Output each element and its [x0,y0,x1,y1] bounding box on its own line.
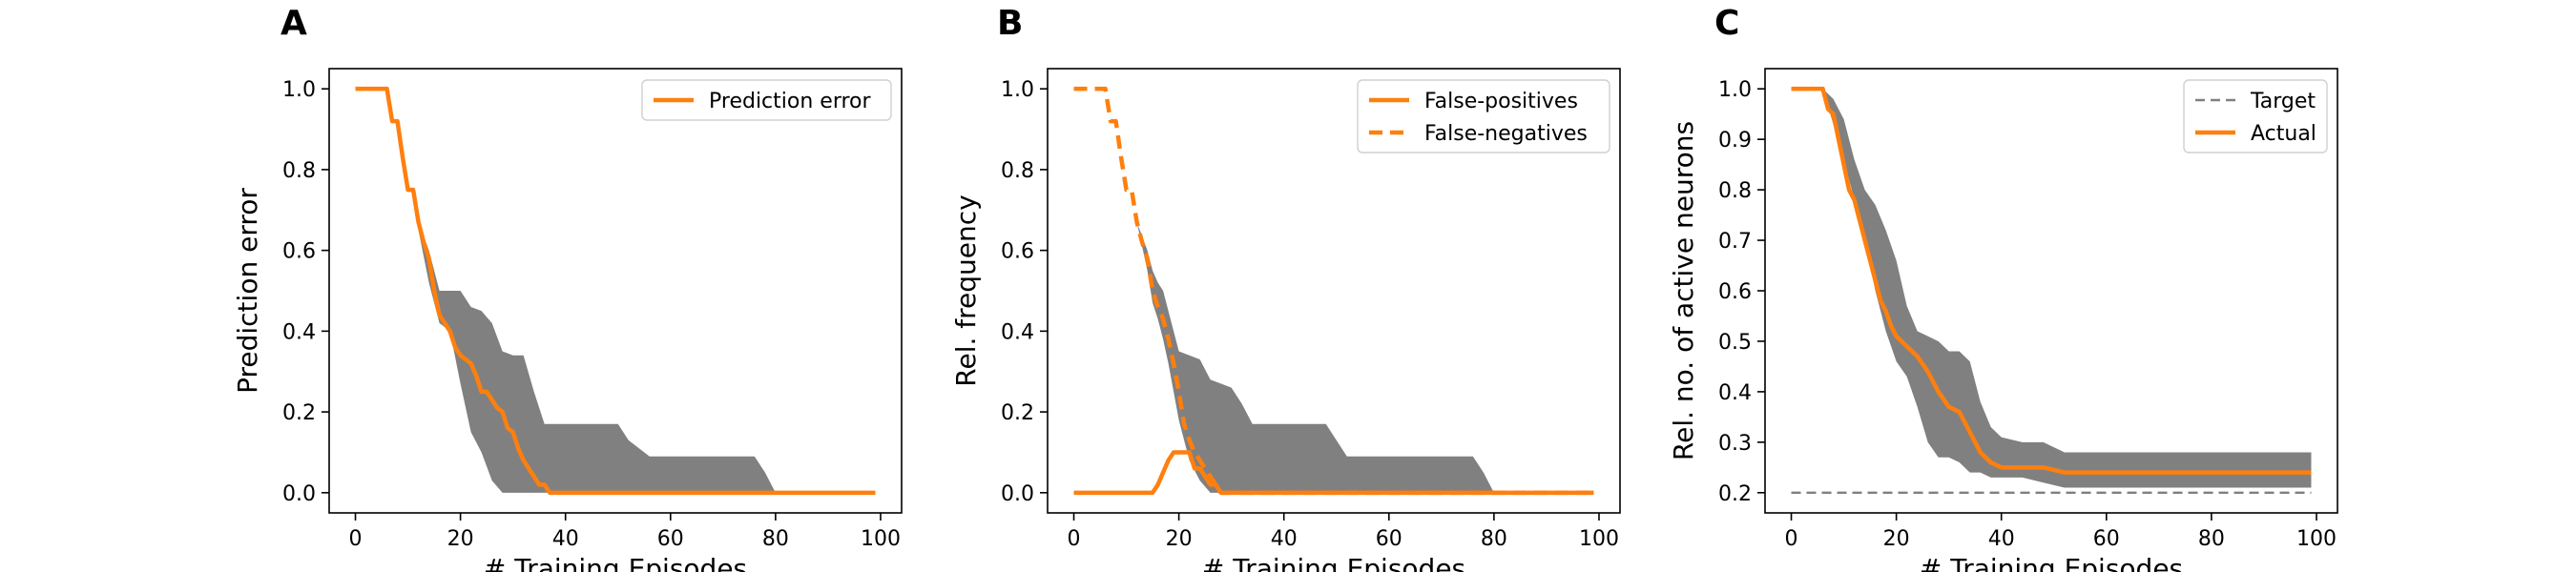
legend-box [641,79,892,121]
legend-label-prediction-error: Prediction error [709,90,871,113]
plot-frame [328,68,903,514]
panel-letter-a: A [280,4,307,43]
y-tick-label: 1.0 [1001,78,1034,102]
y-tick-label: 0.4 [1001,320,1034,344]
x-tick-label: 20 [1883,527,1910,551]
legend: Target Actual [2183,79,2328,153]
legend-label-false-negatives: False-negatives [1424,122,1588,146]
confidence-band-layer [1822,89,2312,488]
x-tick-label: 20 [447,527,474,551]
y-tick-label: 0.6 [282,240,316,264]
legend-box [1357,79,1610,153]
y-axis-label: Rel. no. of active neurons [1668,121,1699,460]
y-tick-label: 0.8 [282,159,316,183]
panel-letter-c: C [1714,4,1739,43]
series-line-actual [1791,86,2312,475]
tick-layer: 0 20 40 60 80 100 0.0 0.2 0.4 0.6 0.8 1.0 [282,78,901,551]
x-tick-label: 0 [1068,527,1081,551]
x-tick-label: 60 [657,527,684,551]
confidence-band-layer [1136,221,1594,493]
x-axis-label: # Training Episodes [1202,553,1465,572]
y-tick-label: 0.2 [282,401,316,425]
y-tick-label: 1.0 [282,78,316,102]
y-tick-label: 0.2 [1001,401,1034,425]
tick-layer: 0 20 40 60 80 100 0.0 0.2 0.4 0.6 0.8 1.0 [1001,78,1619,551]
x-tick-label: 100 [1579,527,1619,551]
y-tick-label: 0.6 [1718,280,1752,304]
series-line-layer [355,86,876,496]
x-tick-label: 40 [552,527,579,551]
x-tick-label: 60 [1376,527,1402,551]
series-line-layer [1073,86,1594,496]
series-line-false-negatives [1073,86,1594,496]
y-tick-label: 0.6 [1001,240,1034,264]
legend: Prediction error [641,79,892,121]
confidence-band-layer [418,221,876,493]
y-tick-label: 1.0 [1718,78,1752,102]
y-tick-label: 0.4 [282,320,316,344]
panel-c: 0 20 40 60 80 1000.20.30.40.50.60.70.80.91.0 … [1668,68,2338,572]
x-tick-label: 20 [1166,527,1193,551]
x-tick-label: 40 [1988,527,2015,551]
x-tick-label: 100 [2296,527,2337,551]
legend-label-target: Target [2250,90,2316,113]
panel-b: 0 20 40 60 80 100 0.0 0.2 0.4 0.6 0.8 1.0 Rel. freq… [950,68,1621,572]
y-tick-label: 0.7 [1718,230,1752,254]
x-tick-label: 80 [762,527,789,551]
y-tick-label: 0.8 [1001,159,1034,183]
y-tick-label: 0.3 [1718,432,1752,456]
y-tick-label: 0.0 [1001,482,1034,506]
y-tick-label: 0.5 [1718,331,1752,355]
y-tick-label: 0.9 [1718,129,1752,153]
x-axis-label: # Training Episodes [484,553,747,572]
series-line-layer [1791,86,2312,495]
y-axis-label: Prediction error [232,188,263,394]
x-tick-label: 0 [349,527,363,551]
plot-frame [1047,68,1621,514]
legend-label-false-positives: False-positives [1424,90,1578,113]
confidence-band [1136,221,1594,493]
panel-a: 0 20 40 60 80 100 0.0 0.2 0.4 0.6 0.8 1.0 Predictio… [232,68,903,572]
panel-letter-b: B [997,4,1023,43]
x-tick-label: 80 [1481,527,1507,551]
series-line-prediction-error [355,86,876,496]
confidence-band [418,221,876,493]
legend: False-positives False-negatives [1357,79,1610,153]
series-line-false-positives [1073,450,1594,496]
x-tick-label: 40 [1271,527,1298,551]
y-tick-label: 0.2 [1718,482,1752,506]
x-axis-label: # Training Episodes [1920,553,2183,572]
y-tick-label: 0.0 [282,482,316,506]
legend-label-actual: Actual [2251,122,2316,146]
x-tick-label: 100 [861,527,901,551]
x-tick-label: 60 [2093,527,2120,551]
tick-layer: 0 20 40 60 80 100 0.2 0.3 0.4 0.5 0.6 0.7 0.8 0.9 1.0 [1718,78,2337,551]
y-tick-label: 0.8 [1718,179,1752,203]
confidence-band [1822,89,2312,488]
x-tick-label: 0 [1785,527,1798,551]
y-tick-label: 0.4 [1718,381,1752,405]
y-axis-label: Rel. frequency [950,194,982,386]
x-tick-label: 80 [2198,527,2225,551]
